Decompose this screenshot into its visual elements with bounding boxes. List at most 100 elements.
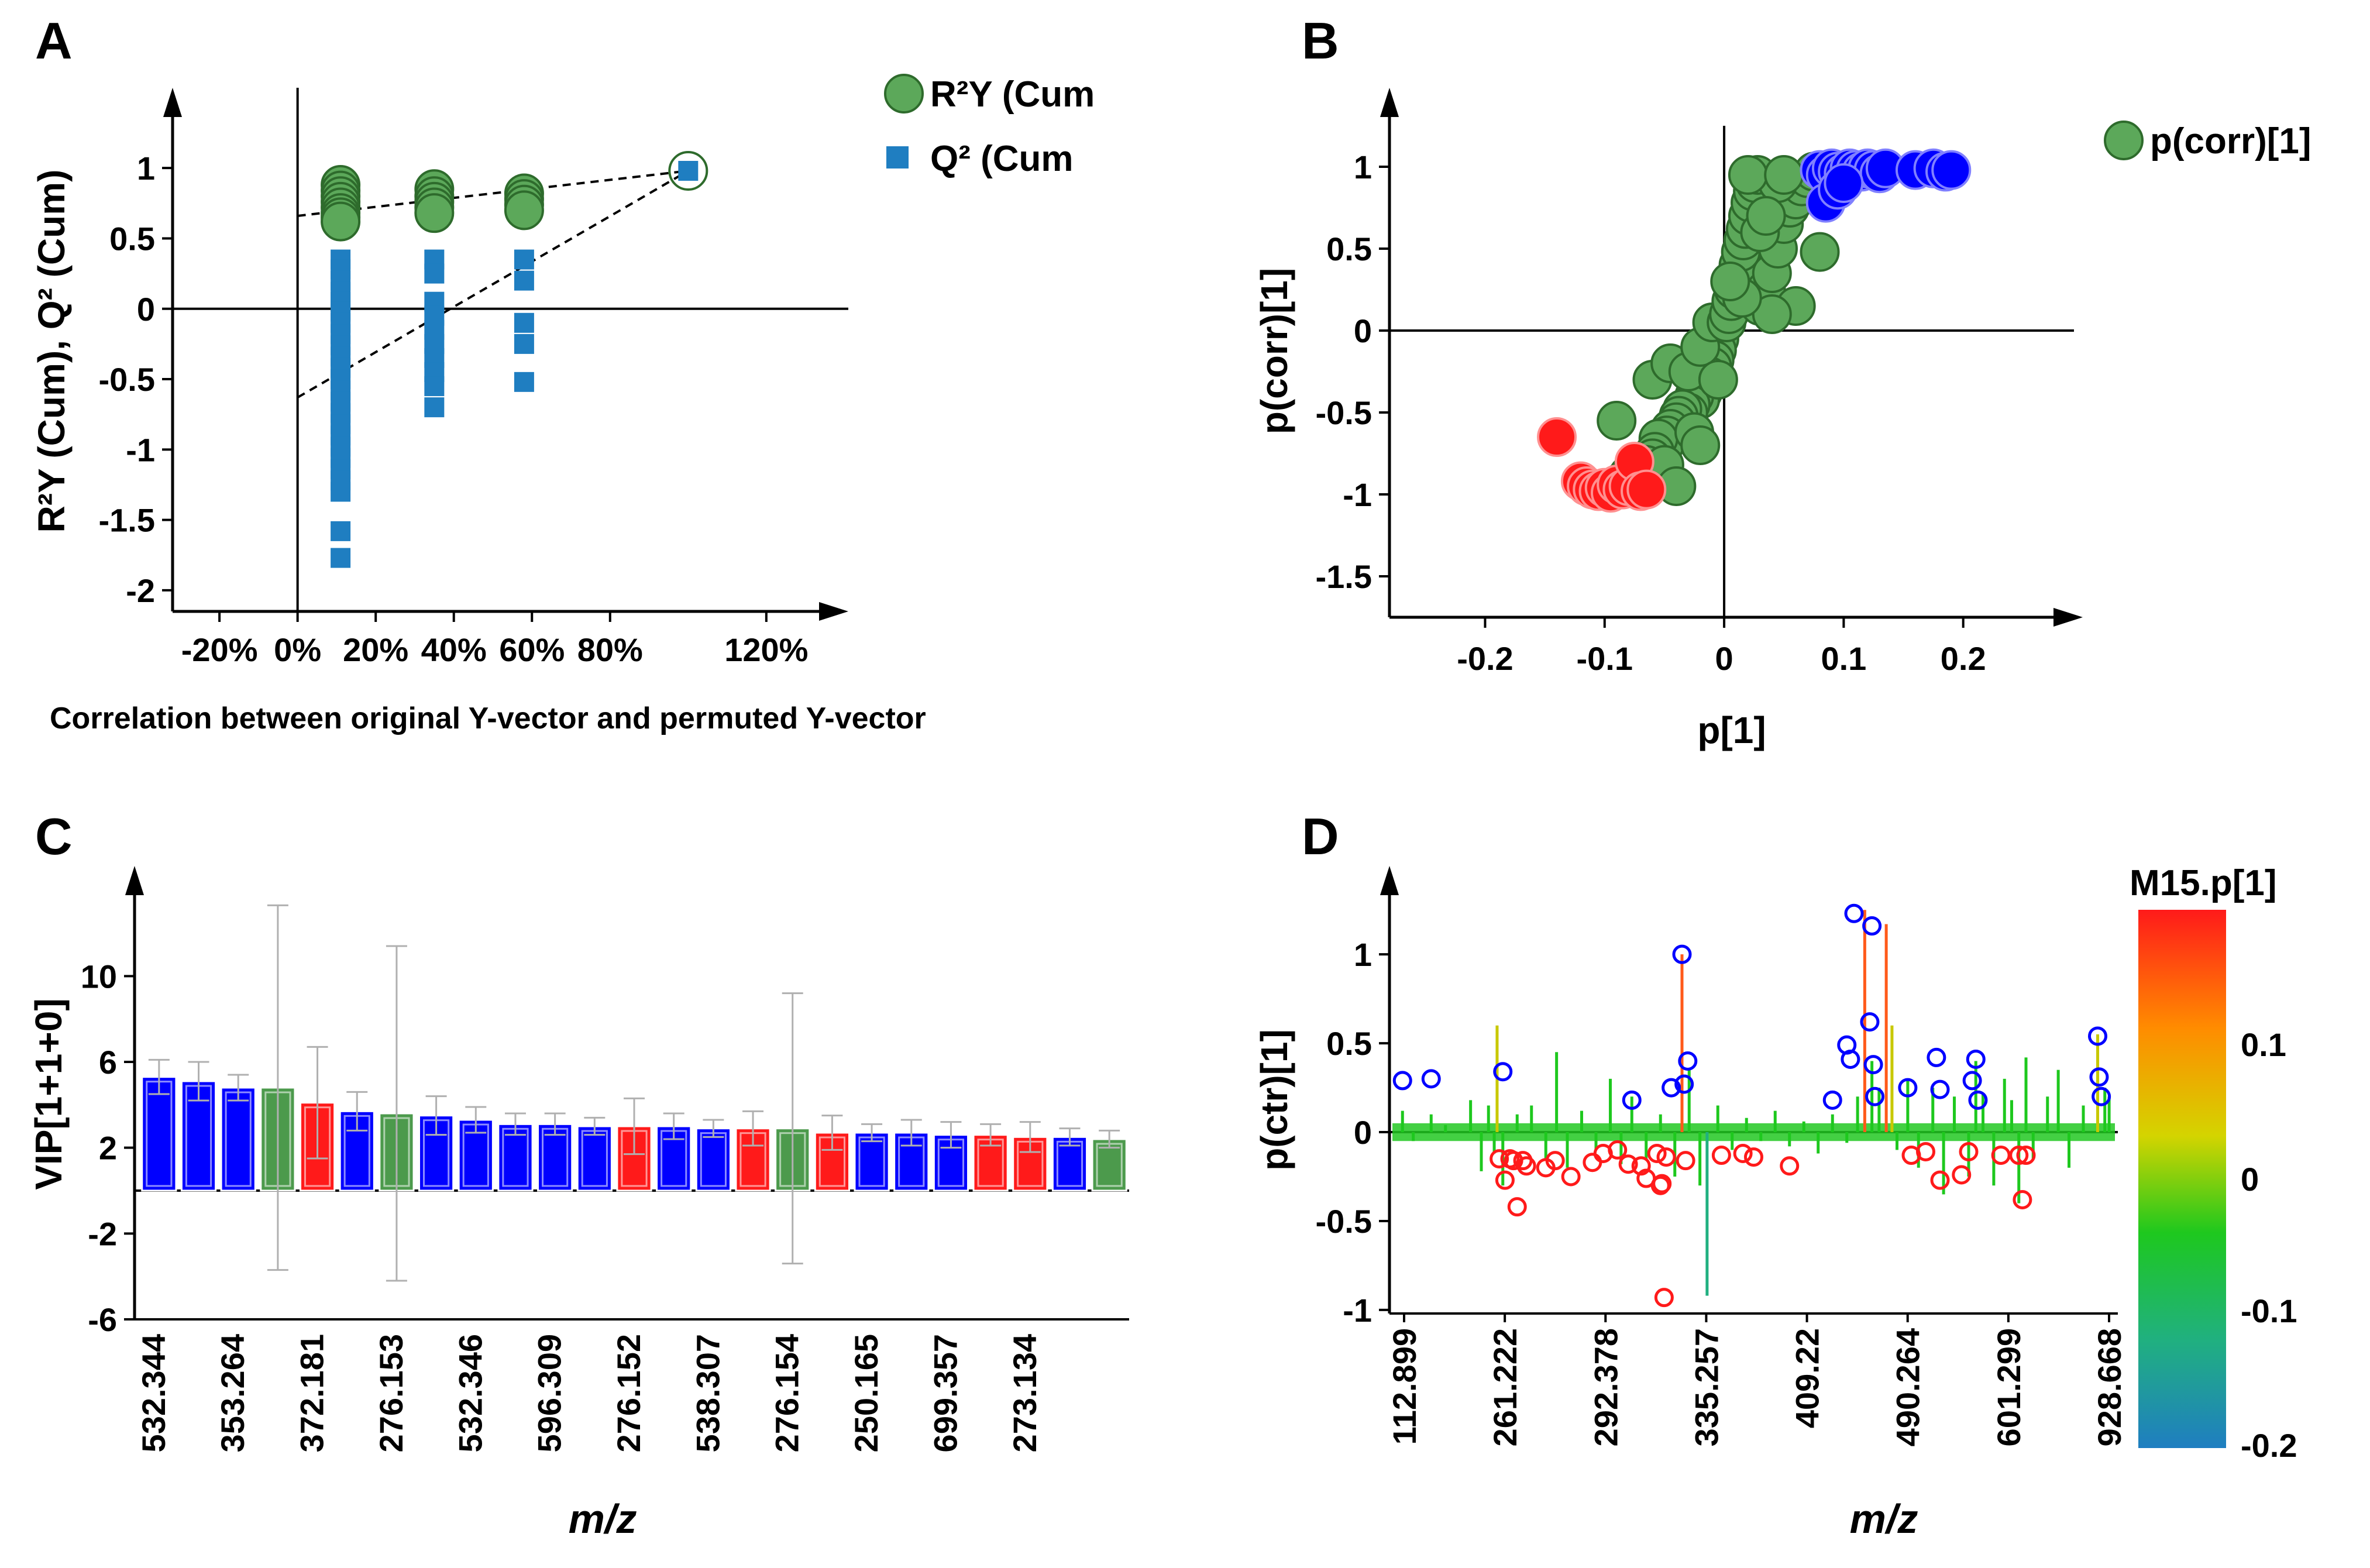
panel-b-x-axis-title: p[1]: [1697, 709, 1766, 751]
negative-marker: [1545, 1151, 1565, 1171]
panel-c-y-axis-arrowhead: [125, 866, 144, 895]
negative-marker: [1930, 1170, 1950, 1190]
x-tick-label: 20%: [343, 631, 408, 668]
positive-marker: [1865, 1086, 1885, 1106]
regression-line: [297, 169, 689, 217]
negative-marker: [1608, 1140, 1628, 1160]
panel-c-x-axis-title: m/z: [569, 1496, 637, 1542]
positive-marker: [1930, 1079, 1950, 1099]
positive-marker: [1493, 1062, 1513, 1082]
positive-marker: [1822, 1090, 1842, 1110]
x-tick-label: 276.153: [373, 1334, 410, 1452]
panel-a-y-axis-arrowhead: [163, 88, 182, 117]
panel-c-vip-bar-chart: 10 6 2 -2 -6 532.344 353.264 372.181 276.153 532.…: [81, 866, 1129, 1452]
positive-marker: [1672, 944, 1692, 964]
negative-marker: [2016, 1146, 2036, 1165]
y-tick-label: 0.5: [1326, 1025, 1372, 1062]
positive-marker: [1662, 1078, 1681, 1098]
positive-marker: [1863, 1055, 1883, 1075]
y-tick-label: -2: [126, 572, 155, 609]
legend-q2-marker: [886, 146, 909, 169]
legend-r2y-label: R²Y (Cum: [930, 74, 1095, 115]
x-tick-label: 0: [1715, 640, 1733, 677]
x-tick-label: -0.1: [1577, 640, 1633, 677]
x-tick-label: 409.22: [1789, 1328, 1826, 1428]
positive-marker: [1860, 1012, 1880, 1032]
legend-pcorr-marker: [2104, 121, 2144, 160]
panel-a-legend: R²Y (Cum Q² (Cum: [884, 74, 1095, 179]
pcorr-point: [1537, 417, 1577, 457]
pcorr-point: [1680, 425, 1721, 465]
pcorr-point: [1800, 232, 1840, 272]
positive-marker: [2088, 1026, 2107, 1046]
negative-marker: [2009, 1146, 2029, 1165]
vip-bar: [418, 1115, 455, 1192]
x-tick-label: 532.344: [135, 1334, 172, 1452]
pcorr-point: [1597, 401, 1637, 441]
y-tick-label: -1: [1343, 476, 1372, 513]
pcorr-point: [1824, 163, 1864, 203]
panel-b-s-plot: 1 0.5 0 -0.5 -1 -1.5 -0.2 -0.1 0 0.1 0.2: [1316, 88, 2083, 677]
panel-a-y-axis-title: R²Y (Cum), Q² (Cum): [30, 170, 73, 533]
y-tick-label: 1: [1354, 936, 1372, 973]
panel-d-y-axis-title: p(ctr)[1]: [1253, 1029, 1295, 1171]
q2-point: [514, 312, 534, 333]
negative-marker: [1676, 1151, 1695, 1171]
positive-marker: [1962, 1071, 1982, 1091]
x-tick-label: 0.2: [1941, 640, 1986, 677]
panel-label-a: A: [35, 12, 73, 70]
r2y-point: [504, 190, 544, 231]
x-tick-label: 80%: [577, 631, 643, 668]
x-tick-label: -0.2: [1457, 640, 1514, 677]
x-tick-label: 601.299: [1990, 1328, 2027, 1446]
positive-marker: [1622, 1090, 1642, 1110]
q2-point: [331, 548, 351, 568]
q2-point: [331, 521, 351, 541]
q2-point: [424, 376, 445, 397]
x-tick-label: 60%: [499, 631, 565, 668]
regression-line: [297, 170, 689, 399]
y-tick-label: 0: [1354, 1114, 1372, 1151]
negative-marker: [1647, 1144, 1667, 1164]
legend-q2-label: Q² (Cum: [930, 139, 1074, 179]
pcorr-point: [1728, 155, 1768, 195]
y-tick-label: -0.5: [99, 361, 156, 398]
negative-marker: [1618, 1154, 1638, 1174]
q2-point: [514, 333, 534, 354]
x-tick-label: 276.152: [610, 1334, 647, 1452]
vip-bar: [695, 1127, 731, 1192]
q2-point: [514, 249, 534, 270]
y-tick-label: -0.5: [1316, 394, 1373, 431]
y-tick-label: 0: [137, 291, 155, 328]
x-tick-label: 0%: [274, 631, 321, 668]
x-tick-label: 292.378: [1587, 1328, 1624, 1446]
negative-marker: [1495, 1170, 1515, 1190]
x-tick-label: 261.222: [1487, 1328, 1523, 1446]
q2-point: [514, 270, 534, 291]
q2-point: [331, 482, 351, 502]
positive-marker: [2089, 1067, 2109, 1087]
legend-pcorr-label: p(corr)[1]: [2150, 121, 2311, 161]
r2y-point: [321, 201, 361, 242]
colorbar-tick-label: 0: [2241, 1161, 2259, 1198]
loading-baseline-noise: [1392, 1123, 2115, 1141]
x-tick-label: 40%: [421, 631, 487, 668]
q2-point: [514, 372, 534, 392]
panel-label-b: B: [1302, 12, 1339, 70]
y-tick-label: -1: [1343, 1292, 1372, 1329]
negative-marker: [1711, 1146, 1731, 1165]
positive-marker: [1678, 1051, 1698, 1071]
negative-marker: [1952, 1165, 1972, 1185]
panel-b-legend: p(corr)[1]: [2104, 121, 2311, 161]
positive-marker: [1966, 1049, 1986, 1069]
negative-marker: [1991, 1146, 2011, 1165]
negative-marker: [1631, 1156, 1651, 1176]
pcorr-point: [1931, 150, 1972, 190]
y-tick-label: 1: [137, 150, 155, 187]
y-tick-label: 6: [99, 1044, 117, 1081]
x-tick-label: 596.309: [531, 1334, 568, 1452]
pcorr-point: [1710, 262, 1750, 301]
y-tick-label: 1: [1354, 149, 1372, 185]
y-tick-label: -2: [88, 1215, 117, 1252]
x-tick-label: 538.307: [689, 1334, 726, 1452]
